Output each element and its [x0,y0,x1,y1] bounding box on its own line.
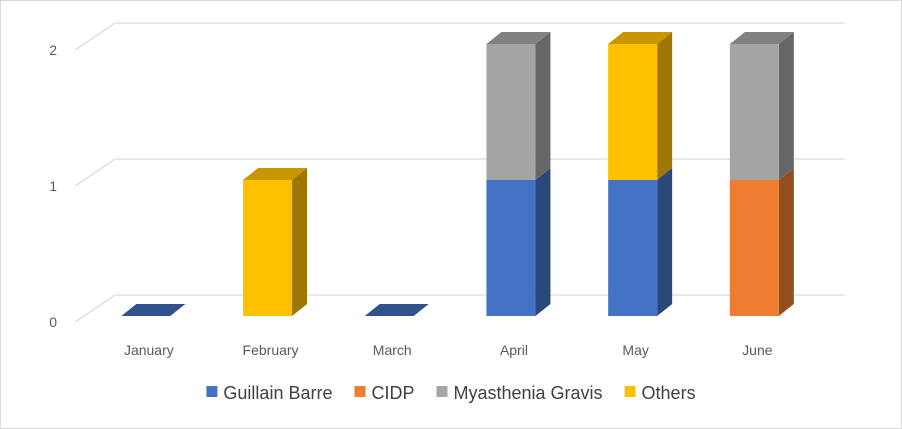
bar-front-face [729,180,779,316]
bar-side-face [657,168,673,316]
legend-label: Myasthenia Gravis [453,383,602,403]
x-tick-label: February [243,342,299,358]
bar-layer [121,32,794,316]
legend-label: Guillain Barre [223,383,332,403]
bar-side-face [657,32,673,180]
gridline [74,158,845,187]
bar-side-face [292,168,308,316]
gridline [74,294,845,323]
grid-layer [74,22,845,323]
y-tick-label: 0 [49,314,57,330]
legend-label: CIDP [371,383,414,403]
x-tick-label: May [622,342,648,358]
x-tick-label: June [742,342,773,358]
bar-side-face [778,168,794,316]
bar-zero-january [121,304,186,316]
bar-segment [243,168,308,316]
gridline [74,22,845,51]
x-tick-label: January [124,342,174,358]
legend-item: CIDP [354,383,414,403]
bar-front-face [608,44,658,180]
bar-top-face [486,32,551,44]
bar-segment [608,168,673,316]
y-tick-label: 1 [49,178,57,194]
y-tick-label: 2 [49,42,57,58]
bar-segment [729,168,794,316]
bar-side-face [535,32,551,180]
bar-segment [608,32,673,180]
bar-side-face [778,32,794,180]
legend: Guillain Barre CIDP Myasthenia Gravis Other… [206,383,696,403]
bar-front-face [486,44,536,180]
bar-front-face [729,44,779,180]
bar-front-face [608,180,658,316]
legend-swatch [354,386,366,397]
bar-side-face [535,168,551,316]
legend-label: Others [642,383,696,403]
bar-segment [486,32,551,180]
legend-item: Guillain Barre [206,383,332,403]
bar-zero-march [364,304,429,316]
legend-swatch [206,386,218,397]
bar-top-face [243,168,308,180]
bar-top-face [608,32,673,44]
bar-top-face [729,32,794,44]
legend-swatch [624,386,636,397]
legend-item: Myasthenia Gravis [436,383,603,403]
label-layer: 0 1 2 January February March April May June [49,42,773,358]
bar-segment [486,168,551,316]
x-tick-label: March [373,342,412,358]
legend-swatch [436,386,448,397]
bar-front-face [486,180,536,316]
bar-front-face [243,180,293,316]
x-tick-label: April [500,342,528,358]
legend-item: Others [624,383,696,403]
bar-segment [729,32,794,180]
